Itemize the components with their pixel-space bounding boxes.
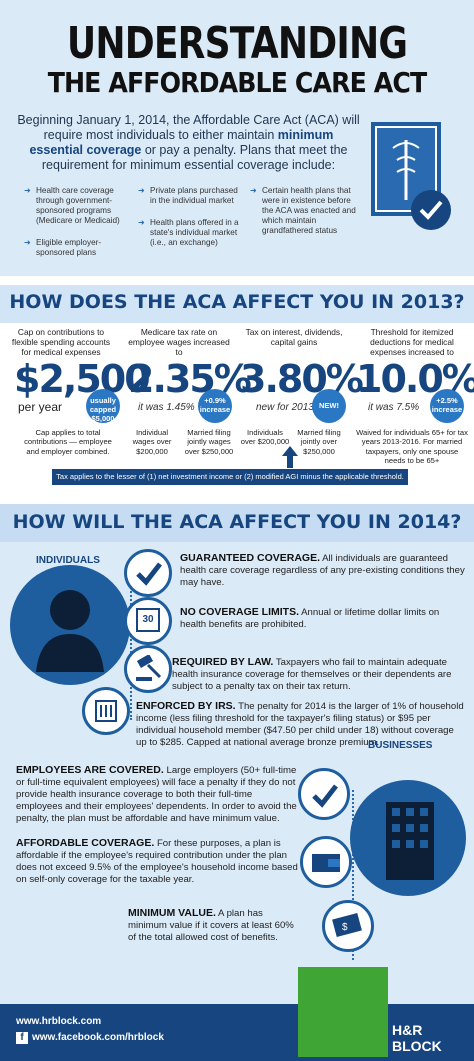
medicare-note-b: Married filing jointly wages over $250,0… (184, 428, 234, 456)
document-caduceus-icon (371, 122, 451, 230)
deductions-note: Waived for individuals 65+ for tax years… (356, 428, 468, 466)
facebook-icon: f (16, 1032, 28, 1044)
medicare-value: 2.35% (128, 357, 252, 401)
title-line-1: UNDERSTANDING (66, 18, 408, 69)
person-icon (36, 590, 104, 672)
arrow-icon: ➜ (24, 186, 31, 195)
bullet-exchange: ➜ Health plans offered in a state's indiv… (138, 218, 239, 247)
enforced-by-irs: ENFORCED BY IRS. The penalty for 2014 is… (136, 700, 464, 748)
no-coverage-limits: NO COVERAGE LIMITS. Annual or lifetime d… (180, 606, 440, 630)
website-link[interactable]: www.hrblock.com (16, 1016, 102, 1027)
money-icon: $ (332, 912, 362, 938)
medicare-note-a: Individual wages over $200,000 (132, 428, 172, 456)
check-icon (136, 562, 162, 586)
arrow-icon: ➜ (138, 186, 145, 195)
col-deductions: Threshold for itemized deductions for me… (356, 327, 468, 357)
tax-footnote: Tax applies to the lesser of (1) net inv… (52, 469, 408, 485)
bullet-private: ➜ Private plans purchased in the individu… (138, 186, 238, 205)
brand-green-square (298, 967, 388, 1057)
fsa-badge: usually capped $5,000 (86, 389, 120, 423)
businesses-label: BUSINESSES (368, 740, 433, 751)
medicare-badge: +0.9% increase (198, 389, 232, 423)
connector-line (130, 560, 132, 720)
col-fsa: Cap on contributions to flexible spendin… (6, 327, 116, 357)
heading-2014: HOW WILL THE ACA AFFECT YOU IN 2014? (12, 511, 462, 533)
deductions-badge: +2.5% increase (430, 389, 464, 423)
svg-text:$: $ (342, 922, 348, 933)
col-investment: Tax on interest, dividends, capital gain… (244, 327, 344, 347)
fsa-value: $2,500 (14, 357, 151, 401)
up-arrow-icon (282, 446, 298, 468)
building-icon (386, 802, 434, 880)
medicare-sub: it was 1.45% (138, 402, 195, 413)
gavel-circle (124, 645, 172, 693)
medicare-label: Medicare tax rate on employee wages incr… (128, 327, 230, 357)
investment-note-b: Married filing jointly over $250,000 (297, 428, 341, 456)
bullet-grandfathered: ➜ Certain health plans that were in exist… (250, 186, 356, 235)
title-line-2: THE AFFORDABLE CARE ACT (47, 66, 427, 99)
investment-badge: NEW! (312, 389, 346, 423)
individuals-label: INDIVIDUALS (36, 555, 100, 566)
investment-note-a: Individuals over $200,000 (240, 428, 290, 447)
heading-band-2014 (0, 504, 474, 542)
guaranteed-coverage: GUARANTEED COVERAGE. All individuals are… (180, 552, 465, 588)
deductions-sub: it was 7.5% (368, 402, 420, 413)
gavel-icon (136, 655, 162, 681)
business-check-circle (298, 768, 350, 820)
connector-line-business (352, 790, 354, 960)
footer (0, 1004, 474, 1061)
fsa-sub: per year (18, 400, 63, 414)
irs-eagle-icon (95, 700, 117, 722)
intro-bold: minimum essential coverage (29, 128, 334, 157)
wallet-icon (312, 854, 340, 872)
arrow-icon: ➜ (138, 218, 145, 227)
investment-sub: new for 2013 (256, 402, 314, 413)
employees-covered: EMPLOYEES ARE COVERED. Large employers (… (16, 764, 297, 824)
fsa-label: Cap on contributions to flexible spendin… (11, 327, 111, 357)
bullet-government: ➜ Health care coverage through government… (24, 186, 120, 225)
check-icon (312, 784, 338, 808)
deductions-label: Threshold for itemized deductions for me… (370, 327, 454, 357)
intro-text: Beginning January 1, 2014, the Affordabl… (17, 113, 360, 172)
calendar-icon: 30 (136, 608, 160, 632)
arrow-icon: ➜ (24, 238, 31, 247)
investment-label: Tax on interest, dividends, capital gain… (245, 327, 343, 347)
required-by-law: REQUIRED BY LAW. Taxpayers who fail to m… (172, 656, 452, 692)
check-circle (124, 549, 172, 597)
brand-name: H&R BLOCK (392, 1022, 442, 1054)
col-medicare: Medicare tax rate on employee wages incr… (126, 327, 232, 357)
bullet-employer: ➜ Eligible employer-sponsored plans (24, 238, 102, 257)
heading-2013: HOW DOES THE ACA AFFECT YOU IN 2013? (9, 291, 465, 313)
facebook-link[interactable]: www.facebook.com/hrblock (32, 1032, 164, 1043)
minimum-value: MINIMUM VALUE. A plan has minimum value … (128, 907, 294, 943)
investment-value: 3.80% (240, 357, 364, 401)
affordable-coverage: AFFORDABLE COVERAGE. For these purposes,… (16, 837, 298, 885)
fsa-note: Cap applies to total contributions — emp… (24, 428, 112, 456)
heading-band-2013 (0, 285, 474, 323)
arrow-icon: ➜ (250, 186, 257, 195)
